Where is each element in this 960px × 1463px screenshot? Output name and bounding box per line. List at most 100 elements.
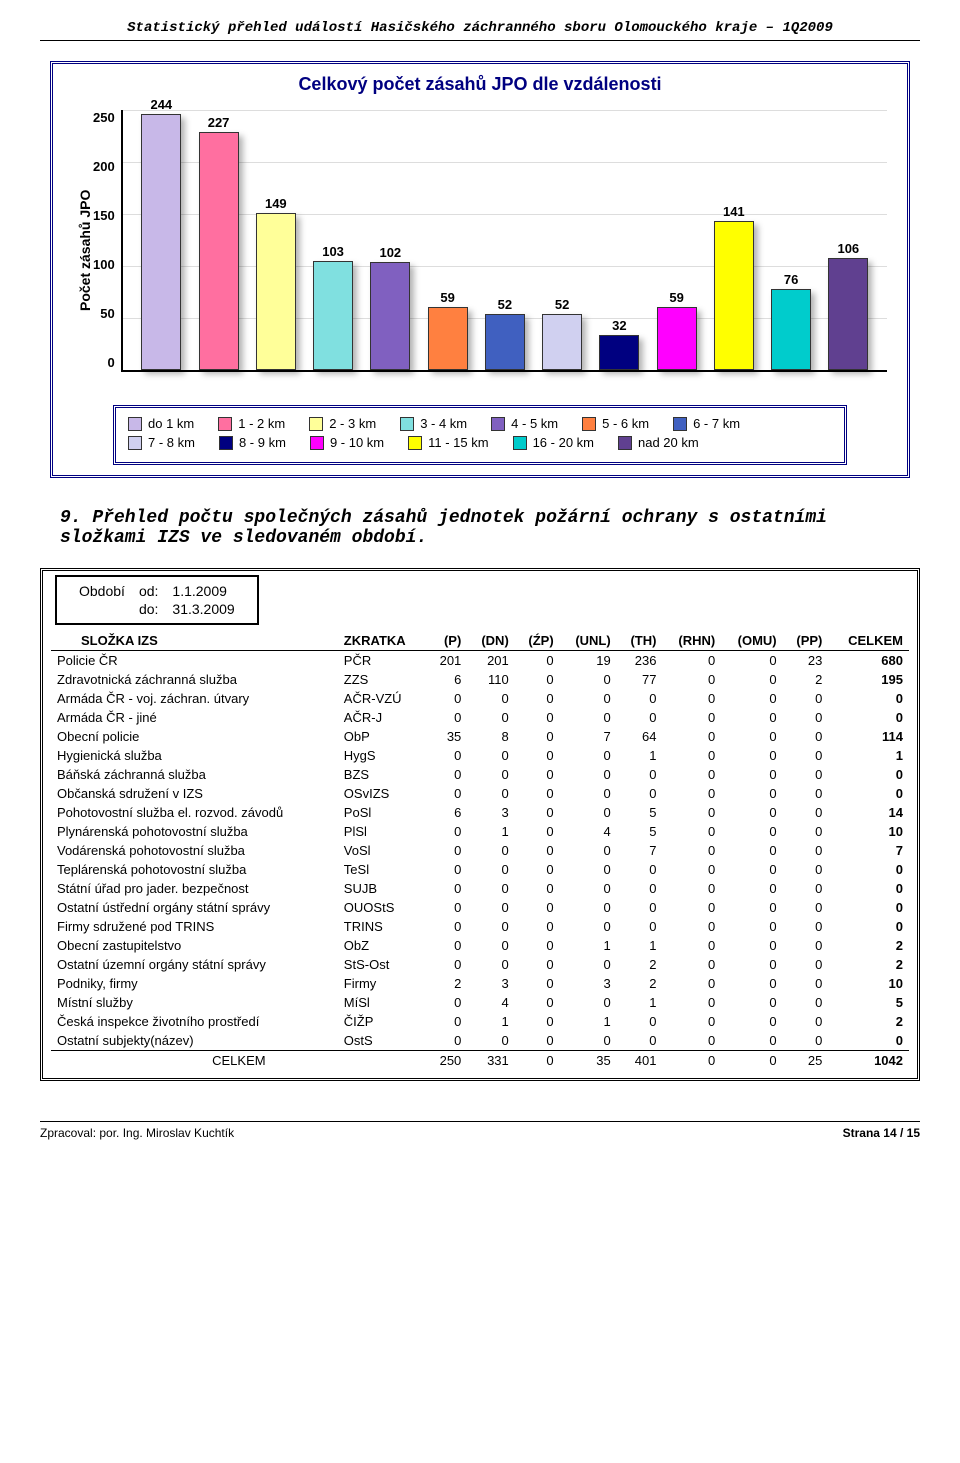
row-cell: 0 [721,841,782,860]
bar-column: 52 [533,314,590,370]
row-cell: 5 [828,993,909,1012]
legend-label: 1 - 2 km [238,416,285,431]
row-cell: 6 [427,803,468,822]
row-name: Armáda ČR - voj. záchran. útvary [51,689,338,708]
row-abbr: PoSl [338,803,427,822]
row-name: Báňská záchranná služba [51,765,338,784]
row-cell: 0 [515,765,560,784]
legend-item: 7 - 8 km [128,435,195,450]
row-cell: 0 [662,803,721,822]
row-cell: 0 [515,708,560,727]
row-abbr: Firmy [338,974,427,993]
row-cell: 0 [560,1031,617,1051]
th-col: (P) [427,631,468,651]
row-abbr: PlSl [338,822,427,841]
legend-item: 1 - 2 km [218,416,285,431]
bar-column: 149 [247,213,304,370]
row-name: Policie ČR [51,651,338,671]
row-cell: 0 [467,784,514,803]
legend-label: 7 - 8 km [148,435,195,450]
table-row: Obecní policieObP3580764000114 [51,727,909,746]
row-cell: 0 [515,993,560,1012]
th-zkratka: ZKRATKA [338,631,427,651]
row-abbr: StS-Ost [338,955,427,974]
row-cell: 0 [467,765,514,784]
row-name: Státní úřad pro jader. bezpečnost [51,879,338,898]
legend-swatch [408,436,422,450]
row-cell: 0 [467,689,514,708]
y-tick: 100 [93,257,115,272]
row-cell: 0 [427,860,468,879]
period-box: Období od: 1.1.2009 do: 31.3.2009 [55,575,259,625]
chart-title: Celkový počet zásahů JPO dle vzdálenosti [73,74,887,95]
row-cell: 201 [467,651,514,671]
row-cell: 0 [828,860,909,879]
row-cell: 0 [662,898,721,917]
row-abbr: PČR [338,651,427,671]
legend-swatch [310,436,324,450]
footer-right: Strana 14 / 15 [843,1126,920,1140]
row-cell: 35 [427,727,468,746]
legend-swatch [618,436,632,450]
row-cell: 0 [467,841,514,860]
row-cell: 0 [662,936,721,955]
row-cell: 0 [662,879,721,898]
row-cell: 0 [560,784,617,803]
bar: 76 [771,289,811,370]
row-cell: 0 [560,879,617,898]
row-cell: 0 [721,784,782,803]
row-cell: 0 [662,708,721,727]
legend-swatch [513,436,527,450]
th-col: (RHN) [662,631,721,651]
row-cell: 0 [783,993,829,1012]
row-cell: 0 [721,993,782,1012]
bar: 103 [313,261,353,370]
row-cell: 0 [783,1012,829,1031]
row-cell: 0 [467,708,514,727]
row-name: Teplárenská pohotovostní služba [51,860,338,879]
y-axis-ticks: 250200150100500 [93,110,121,370]
row-cell: 2 [617,974,663,993]
totals-cell: 0 [515,1051,560,1071]
row-cell: 2 [783,670,829,689]
row-cell: 0 [515,936,560,955]
chart-plot: 244227149103102595252325914176106 [121,110,887,372]
row-cell: 0 [662,917,721,936]
legend-swatch [673,417,687,431]
legend-label: 4 - 5 km [511,416,558,431]
row-cell: 1 [617,746,663,765]
legend-item: 9 - 10 km [310,435,384,450]
row-abbr: BZS [338,765,427,784]
row-cell: 0 [617,708,663,727]
row-cell: 0 [721,689,782,708]
row-abbr: OUOStS [338,898,427,917]
row-cell: 0 [427,746,468,765]
data-table: SLOŽKA IZS ZKRATKA (P) (DN) (ŹP) (UNL) (… [51,631,909,1070]
table-row: Plynárenská pohotovostní službaPlSl01045… [51,822,909,841]
bar-column: 103 [304,261,361,370]
row-abbr: AČR-VZÚ [338,689,427,708]
row-cell: 0 [721,746,782,765]
row-cell: 680 [828,651,909,671]
row-cell: 1 [467,822,514,841]
legend-swatch [309,417,323,431]
row-abbr: ZZS [338,670,427,689]
row-abbr: VoSl [338,841,427,860]
row-abbr: OstS [338,1031,427,1051]
row-cell: 0 [515,879,560,898]
row-abbr: AČR-J [338,708,427,727]
legend-label: 6 - 7 km [693,416,740,431]
row-cell: 0 [515,974,560,993]
bar-column: 59 [419,307,476,370]
bar: 59 [428,307,468,370]
row-cell: 0 [662,651,721,671]
y-tick: 200 [93,159,115,174]
table-row: Armáda ČR - voj. záchran. útvaryAČR-VZÚ 0… [51,689,909,708]
row-cell: 7 [617,841,663,860]
legend-label: 5 - 6 km [602,416,649,431]
row-abbr: MíSl [338,993,427,1012]
row-cell: 0 [828,708,909,727]
legend-label: do 1 km [148,416,194,431]
row-name: Ostatní ústřední orgány státní správy [51,898,338,917]
row-name: Pohotovostní služba el. rozvod. závodů [51,803,338,822]
